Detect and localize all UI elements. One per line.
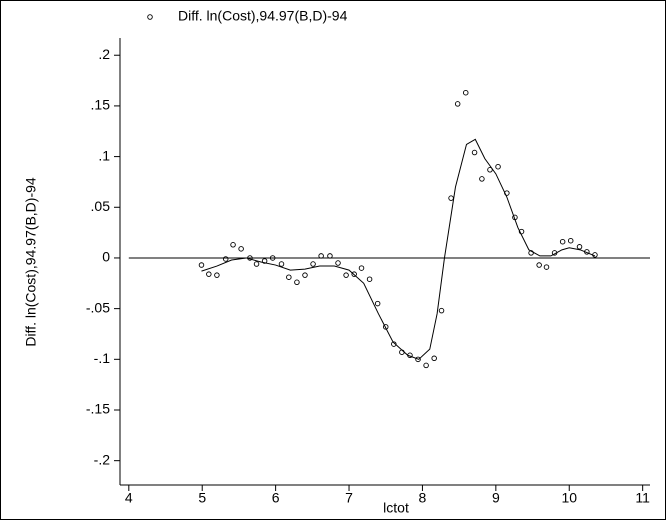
x-tick-label: 4: [125, 490, 133, 506]
data-point: [358, 265, 365, 271]
data-point: [536, 262, 542, 268]
data-point: [576, 244, 583, 250]
data-point: [222, 256, 229, 262]
y-tick-label: .05: [91, 198, 111, 214]
y-tick-label: -.15: [86, 401, 110, 417]
data-point: [391, 341, 397, 347]
data-point: [261, 258, 268, 264]
smooth-line: [201, 138, 596, 360]
y-axis-label: Diff. ln(Cost),94.97(B,D)-94: [23, 177, 39, 347]
data-point: [318, 253, 324, 259]
data-point: [253, 261, 260, 267]
data-point: [198, 262, 205, 268]
x-tick-label: 11: [635, 490, 650, 506]
data-point: [487, 167, 493, 173]
data-point: [543, 264, 550, 270]
data-point: [423, 362, 429, 369]
data-point: [327, 253, 333, 259]
legend-label: Diff. ln(Cost),94.97(B,D)-94: [178, 8, 348, 24]
data-point: [559, 238, 566, 245]
data-point: [454, 101, 461, 107]
y-tick-label: .15: [91, 97, 111, 113]
y-tick-label: -.2: [94, 451, 111, 467]
x-tick-label: 6: [272, 490, 280, 506]
data-point: [567, 237, 574, 244]
data-point: [351, 271, 357, 277]
data-point: [278, 261, 285, 267]
y-tick-label: .1: [98, 147, 110, 163]
data-point: [238, 246, 244, 252]
data-point: [415, 356, 421, 363]
legend-marker: [147, 14, 153, 20]
x-axis-label: lctot: [383, 500, 409, 516]
x-tick-label: 9: [492, 490, 500, 506]
data-point: [335, 260, 341, 266]
y-tick-label: 0: [102, 249, 110, 265]
data-point: [374, 300, 381, 307]
data-point: [294, 279, 300, 286]
data-point: [382, 324, 389, 330]
data-point: [431, 355, 437, 362]
y-tick-label: .2: [98, 46, 110, 62]
data-point: [206, 271, 212, 277]
y-tick-label: -.05: [86, 299, 110, 315]
data-point: [310, 261, 316, 267]
y-tick-label: -.1: [94, 350, 111, 366]
x-tick-label: 7: [345, 490, 353, 506]
data-point: [286, 274, 292, 280]
x-tick-label: 10: [561, 490, 577, 506]
data-point: [230, 242, 236, 248]
data-point: [343, 272, 349, 278]
x-tick-label: 5: [198, 490, 206, 506]
data-point: [366, 276, 373, 282]
data-point: [462, 89, 469, 96]
data-point: [495, 163, 501, 170]
data-point: [438, 307, 445, 314]
data-point: [302, 272, 308, 278]
data-point: [269, 255, 276, 261]
data-point: [471, 149, 478, 156]
data-point: [214, 272, 220, 278]
data-point: [479, 176, 485, 182]
x-tick-label: 8: [419, 490, 427, 506]
